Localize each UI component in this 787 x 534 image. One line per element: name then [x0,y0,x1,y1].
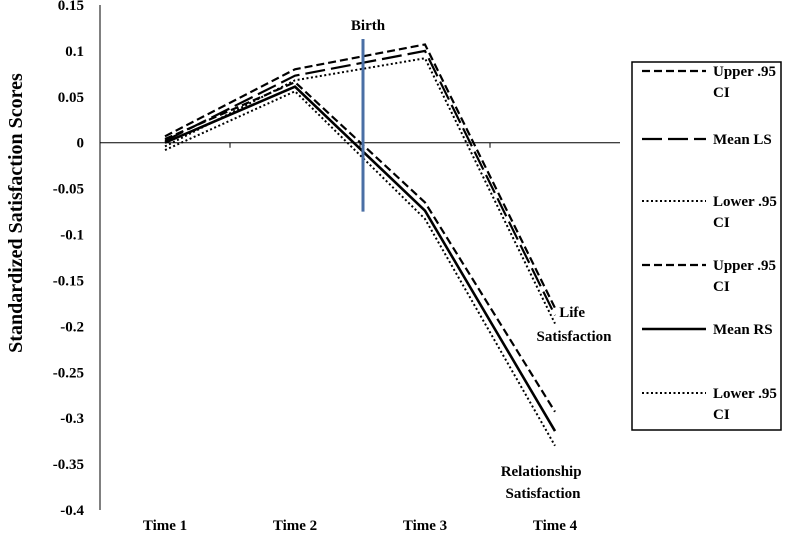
y-tick-label: -0.25 [53,365,84,381]
y-tick-label: -0.05 [53,182,84,198]
relationship-satisfaction-annotation: Relationship Satisfaction [501,464,586,502]
y-tick-label: -0.35 [53,457,84,473]
birth-annotation: Birth [351,18,386,34]
legend-label: Mean RS [713,322,773,338]
y-tick-label: -0.1 [60,228,84,244]
life-satisfaction-line-1: Life [559,305,585,321]
series-line-ls-dash-long [164,49,556,316]
y-axis-label: Standardized Satisfaction Scores [5,73,27,353]
x-tick-label: Time 4 [533,518,578,534]
legend: Upper .95 CI Mean LS Lower .95 CI Upper .95 CI… [631,61,782,431]
series-line-ls-dash-short [164,43,556,309]
series-line-rs-solid [164,85,557,432]
y-tick-label: 0 [77,136,85,152]
y-tick-label: -0.2 [60,319,84,335]
legend-label: Lower .95 [713,194,777,210]
x-tick-label: Time 2 [273,518,317,534]
legend-label: Mean LS [713,132,772,148]
y-tick-label: 0.15 [58,0,84,14]
series-line-rs-dash-short [164,80,556,413]
legend-label: CI [713,407,730,423]
y-axis-tick-labels: 0.15 0.1 0.05 0 -0.05 -0.1 -0.15 -0.2 -0.25 -0.3 -… [53,0,85,519]
y-tick-label: 0.05 [58,90,84,106]
series-lines [164,43,557,447]
relationship-satisfaction-line-2: Satisfaction [506,486,582,502]
life-satisfaction-line-2: Satisfaction [537,329,613,345]
x-tick-label: Time 1 [143,518,187,534]
legend-box [631,61,782,431]
legend-label: CI [713,215,730,231]
series-line-ls-dotted [164,57,556,325]
life-satisfaction-annotation: Life Satisfaction [537,305,613,345]
legend-label: Upper .95 [713,258,776,274]
legend-label: CI [713,85,730,101]
y-tick-label: -0.15 [53,273,84,289]
x-axis-tick-labels: Time 1 Time 2 Time 3 Time 4 [143,518,578,534]
series-line-rs-dotted [164,90,556,447]
y-tick-label: -0.4 [60,503,84,519]
legend-label: CI [713,279,730,295]
legend-label: Lower .95 [713,386,777,402]
y-tick-label: 0.1 [65,44,84,60]
relationship-satisfaction-line-1: Relationship [501,464,582,480]
x-tick-label: Time 3 [403,518,447,534]
y-tick-label: -0.3 [60,411,84,427]
legend-label: Upper .95 [713,64,776,80]
